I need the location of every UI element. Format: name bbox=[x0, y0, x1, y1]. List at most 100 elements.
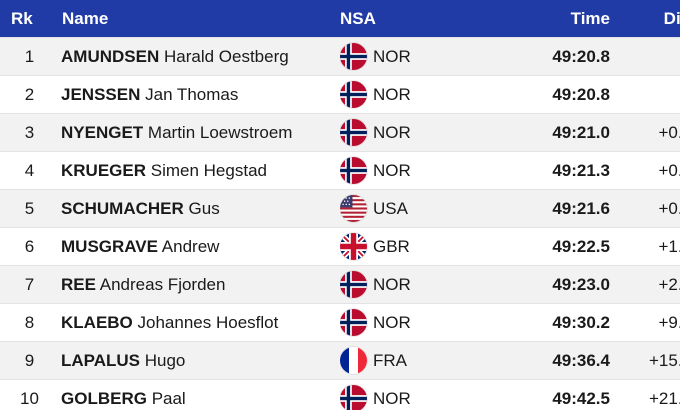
norway-flag-icon bbox=[340, 385, 367, 410]
rank-cell: 6 bbox=[0, 227, 59, 266]
athlete-given-name: Johannes Hoesflot bbox=[137, 312, 279, 332]
nsa-cell: USA bbox=[340, 189, 490, 228]
rank-cell: 9 bbox=[0, 341, 59, 380]
nsa-code: FRA bbox=[373, 350, 407, 370]
athlete-surname: GOLBERG bbox=[61, 388, 147, 408]
diff-cell: +9.4 bbox=[614, 303, 680, 342]
athlete-surname: REE bbox=[61, 274, 96, 294]
athlete-given-name: Andrew bbox=[161, 236, 220, 256]
nsa-cell: NOR bbox=[340, 113, 490, 152]
rank-cell: 8 bbox=[0, 303, 59, 342]
table-body: 1 AMUNDSEN Harald Oestberg NOR 49:20.8 2… bbox=[0, 37, 680, 410]
athlete-name-cell[interactable]: KLAEBO Johannes Hoesflot bbox=[59, 303, 340, 342]
nsa-code: NOR bbox=[373, 160, 411, 180]
time-cell: 49:20.8 bbox=[490, 37, 614, 76]
athlete-name-cell[interactable]: KRUEGER Simen Hegstad bbox=[59, 151, 340, 190]
nsa-cell: NOR bbox=[340, 265, 490, 304]
name-column-header[interactable]: Name bbox=[59, 0, 340, 38]
rank-cell: 7 bbox=[0, 265, 59, 304]
time-cell: 49:21.0 bbox=[490, 113, 614, 152]
nsa-code: NOR bbox=[373, 274, 411, 294]
norway-flag-icon bbox=[340, 43, 367, 70]
nsa-column-header[interactable]: NSA bbox=[340, 0, 490, 38]
table-row[interactable]: 5 SCHUMACHER Gus USA 49:21.6 +0.8 bbox=[0, 189, 680, 228]
nsa-cell: NOR bbox=[340, 151, 490, 190]
rank-column-header[interactable]: Rk bbox=[0, 0, 59, 38]
diff-column-header[interactable]: Diff bbox=[614, 0, 680, 38]
table-row[interactable]: 7 REE Andreas Fjorden NOR 49:23.0 +2.2 bbox=[0, 265, 680, 304]
athlete-given-name: Paal bbox=[151, 388, 186, 408]
table-row[interactable]: 2 JENSSEN Jan Thomas NOR 49:20.8 bbox=[0, 75, 680, 114]
time-cell: 49:30.2 bbox=[490, 303, 614, 342]
athlete-surname: JENSSEN bbox=[61, 84, 141, 104]
athlete-surname: LAPALUS bbox=[61, 350, 141, 370]
table-row[interactable]: 9 LAPALUS Hugo FRA 49:36.4 +15.6 bbox=[0, 341, 680, 380]
nsa-cell: NOR bbox=[340, 303, 490, 342]
table-row[interactable]: 10 GOLBERG Paal NOR 49:42.5 +21.7 bbox=[0, 379, 680, 410]
table-header: Rk Name NSA Time Diff bbox=[0, 0, 680, 38]
time-cell: 49:20.8 bbox=[490, 75, 614, 114]
rank-cell: 5 bbox=[0, 189, 59, 228]
france-flag-icon bbox=[340, 347, 367, 374]
time-cell: 49:21.6 bbox=[490, 189, 614, 228]
athlete-given-name: Jan Thomas bbox=[145, 84, 239, 104]
nsa-cell: NOR bbox=[340, 75, 490, 114]
time-cell: 49:42.5 bbox=[490, 379, 614, 410]
nsa-cell: NOR bbox=[340, 379, 490, 410]
diff-cell bbox=[614, 37, 680, 76]
athlete-given-name: Hugo bbox=[144, 350, 186, 370]
diff-cell: +0.8 bbox=[614, 189, 680, 228]
time-cell: 49:36.4 bbox=[490, 341, 614, 380]
athlete-surname: MUSGRAVE bbox=[61, 236, 158, 256]
time-cell: 49:23.0 bbox=[490, 265, 614, 304]
diff-cell: +15.6 bbox=[614, 341, 680, 380]
athlete-surname: KRUEGER bbox=[61, 160, 147, 180]
athlete-given-name: Harald Oestberg bbox=[163, 46, 289, 66]
norway-flag-icon bbox=[340, 119, 367, 146]
athlete-given-name: Martin Loewstroem bbox=[147, 122, 293, 142]
athlete-given-name: Andreas Fjorden bbox=[99, 274, 226, 294]
diff-cell bbox=[614, 75, 680, 114]
rank-cell: 2 bbox=[0, 75, 59, 114]
nsa-cell: GBR bbox=[340, 227, 490, 266]
time-column-header[interactable]: Time bbox=[490, 0, 614, 38]
table-row[interactable]: 8 KLAEBO Johannes Hoesflot NOR 49:30.2 +… bbox=[0, 303, 680, 342]
athlete-given-name: Simen Hegstad bbox=[150, 160, 267, 180]
diff-cell: +1.7 bbox=[614, 227, 680, 266]
athlete-given-name: Gus bbox=[188, 198, 220, 218]
rank-cell: 1 bbox=[0, 37, 59, 76]
nsa-code: NOR bbox=[373, 312, 411, 332]
athlete-surname: NYENGET bbox=[61, 122, 144, 142]
athlete-name-cell[interactable]: JENSSEN Jan Thomas bbox=[59, 75, 340, 114]
time-cell: 49:22.5 bbox=[490, 227, 614, 266]
athlete-name-cell[interactable]: SCHUMACHER Gus bbox=[59, 189, 340, 228]
uk-flag-icon bbox=[340, 233, 367, 260]
table-row[interactable]: 3 NYENGET Martin Loewstroem NOR 49:21.0 … bbox=[0, 113, 680, 152]
header-row: Rk Name NSA Time Diff bbox=[0, 0, 680, 38]
diff-cell: +0.2 bbox=[614, 113, 680, 152]
athlete-name-cell[interactable]: MUSGRAVE Andrew bbox=[59, 227, 340, 266]
table-row[interactable]: 6 MUSGRAVE Andrew GBR 49:22.5 +1.7 bbox=[0, 227, 680, 266]
nsa-code: GBR bbox=[373, 236, 410, 256]
rank-cell: 3 bbox=[0, 113, 59, 152]
rank-cell: 4 bbox=[0, 151, 59, 190]
norway-flag-icon bbox=[340, 157, 367, 184]
athlete-surname: SCHUMACHER bbox=[61, 198, 184, 218]
athlete-name-cell[interactable]: AMUNDSEN Harald Oestberg bbox=[59, 37, 340, 76]
athlete-name-cell[interactable]: REE Andreas Fjorden bbox=[59, 265, 340, 304]
athlete-name-cell[interactable]: NYENGET Martin Loewstroem bbox=[59, 113, 340, 152]
table-row[interactable]: 1 AMUNDSEN Harald Oestberg NOR 49:20.8 bbox=[0, 37, 680, 76]
diff-cell: +0.5 bbox=[614, 151, 680, 190]
norway-flag-icon bbox=[340, 309, 367, 336]
nsa-cell: NOR bbox=[340, 37, 490, 76]
diff-cell: +2.2 bbox=[614, 265, 680, 304]
athlete-name-cell[interactable]: LAPALUS Hugo bbox=[59, 341, 340, 380]
norway-flag-icon bbox=[340, 81, 367, 108]
nsa-cell: FRA bbox=[340, 341, 490, 380]
usa-flag-icon bbox=[340, 195, 367, 222]
table-row[interactable]: 4 KRUEGER Simen Hegstad NOR 49:21.3 +0.5 bbox=[0, 151, 680, 190]
athlete-surname: KLAEBO bbox=[61, 312, 133, 332]
time-cell: 49:21.3 bbox=[490, 151, 614, 190]
athlete-name-cell[interactable]: GOLBERG Paal bbox=[59, 379, 340, 410]
